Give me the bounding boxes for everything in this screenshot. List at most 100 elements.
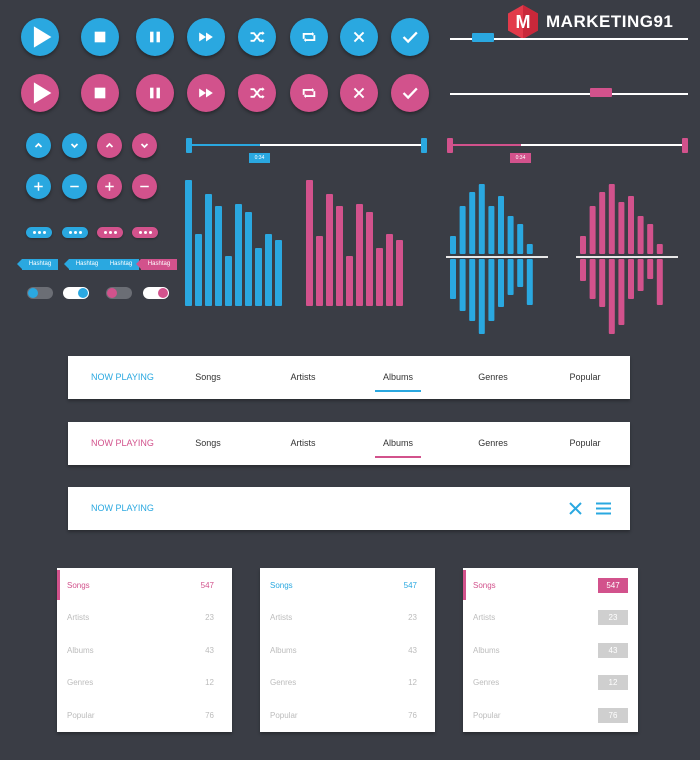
list-item-albums[interactable]: Albums 43 xyxy=(260,633,435,665)
tab-popular-pink[interactable]: Popular xyxy=(569,438,601,448)
list-item-popular[interactable]: Popular 76 xyxy=(260,698,435,730)
waveform-bar xyxy=(459,206,466,254)
toggle-pink-on[interactable] xyxy=(143,287,169,299)
list-item-genres[interactable]: Genres 12 xyxy=(463,665,638,697)
media-button-pink-play[interactable] xyxy=(21,74,59,112)
chevron-up-icon xyxy=(26,133,51,158)
media-button-pink-stop[interactable] xyxy=(81,74,119,112)
list-item-albums[interactable]: Albums 43 xyxy=(57,633,232,665)
hashtag-tag-pink[interactable]: Hashtag xyxy=(136,259,177,270)
media-button-pink-repeat[interactable] xyxy=(290,74,328,112)
media-button-blue-close[interactable] xyxy=(340,18,378,56)
tab-albums[interactable]: Albums xyxy=(363,356,433,399)
list-item-artists[interactable]: Artists 23 xyxy=(260,600,435,632)
list-item-genres[interactable]: Genres 12 xyxy=(260,665,435,697)
tab-songs[interactable]: Songs xyxy=(195,372,221,382)
shuffle-icon xyxy=(238,74,276,112)
small-button-blue-chevron-up[interactable] xyxy=(26,133,51,158)
list-item-artists[interactable]: Artists 23 xyxy=(463,600,638,632)
waveform-bar xyxy=(469,192,476,254)
equalizer-bar xyxy=(396,240,403,306)
tab-albums-pink[interactable]: Albums xyxy=(363,422,433,465)
list-item-count: 23 xyxy=(598,610,628,626)
media-button-blue-play[interactable] xyxy=(21,18,59,56)
list-item-songs[interactable]: Songs 547 xyxy=(57,568,232,600)
waveform-bar xyxy=(507,216,514,254)
waveform-bar xyxy=(580,236,586,254)
tab-now-playing-pink[interactable]: NOW PLAYING xyxy=(91,438,154,448)
small-button-pink-chevron-down[interactable] xyxy=(132,133,157,158)
more-pill-pink-1[interactable] xyxy=(97,227,123,238)
tab-popular[interactable]: Popular xyxy=(569,372,601,382)
media-button-blue-pause[interactable] xyxy=(136,18,174,56)
media-button-blue-stop[interactable] xyxy=(81,18,119,56)
list-item-artists[interactable]: Artists 23 xyxy=(57,600,232,632)
small-button-pink-chevron-up[interactable] xyxy=(97,133,122,158)
list-item-label: Songs xyxy=(270,581,293,590)
tabbar-blue: NOW PLAYING Songs Artists Albums Genres … xyxy=(68,356,630,399)
close-icon xyxy=(340,74,378,112)
small-button-blue-minus[interactable] xyxy=(62,174,87,199)
waveform-bar xyxy=(637,259,644,291)
media-button-blue-shuffle[interactable] xyxy=(238,18,276,56)
more-pill-blue-2[interactable] xyxy=(62,227,88,238)
tab-artists-pink[interactable]: Artists xyxy=(290,438,316,448)
list-item-count: 23 xyxy=(205,613,214,623)
progress-slider-blue[interactable]: 0:34 xyxy=(186,138,427,166)
waveform-bar xyxy=(507,259,514,295)
list-item-count: 76 xyxy=(205,710,214,720)
plus-icon xyxy=(97,174,122,199)
tab-artists[interactable]: Artists xyxy=(290,372,316,382)
media-button-blue-fast-forward[interactable] xyxy=(187,18,225,56)
media-button-pink-shuffle[interactable] xyxy=(238,74,276,112)
menu-icon[interactable] xyxy=(596,502,611,515)
list-item-songs[interactable]: Songs 547 xyxy=(260,568,435,600)
media-button-blue-repeat[interactable] xyxy=(290,18,328,56)
close-icon[interactable] xyxy=(569,502,582,515)
media-button-pink-close[interactable] xyxy=(340,74,378,112)
top-slider-pink[interactable] xyxy=(450,88,688,97)
media-button-pink-pause[interactable] xyxy=(136,74,174,112)
toggle-pink-off[interactable] xyxy=(106,287,132,299)
list-item-albums[interactable]: Albums 43 xyxy=(463,633,638,665)
small-button-pink-minus[interactable] xyxy=(132,174,157,199)
list-item-count: 43 xyxy=(205,645,214,655)
more-pill-blue-1[interactable] xyxy=(26,227,52,238)
tab-songs-pink[interactable]: Songs xyxy=(195,438,221,448)
top-slider-blue-handle[interactable] xyxy=(472,33,494,42)
media-button-pink-check[interactable] xyxy=(391,74,429,112)
waveform-bar xyxy=(459,259,466,311)
tabbar-pink: NOW PLAYING Songs Artists Albums Genres … xyxy=(68,422,630,465)
top-slider-blue[interactable] xyxy=(450,33,688,42)
waveform-bar xyxy=(589,206,596,254)
top-slider-pink-handle[interactable] xyxy=(590,88,612,97)
small-button-pink-plus[interactable] xyxy=(97,174,122,199)
waveform-bar xyxy=(488,259,495,321)
small-button-blue-plus[interactable] xyxy=(26,174,51,199)
hashtag-tag-blue-2[interactable]: Hashtag xyxy=(64,259,105,270)
hashtag-tag-blue-3[interactable]: Hashtag xyxy=(98,259,139,270)
toggle-blue-off[interactable] xyxy=(27,287,53,299)
tab-genres-pink[interactable]: Genres xyxy=(478,438,508,448)
list-item-popular[interactable]: Popular 76 xyxy=(463,698,638,730)
category-list-card: Songs 547 Artists 23 Albums 43 Genres 12 Popular… xyxy=(260,568,435,732)
small-button-blue-chevron-down[interactable] xyxy=(62,133,87,158)
hashtag-tag-blue-1[interactable]: Hashtag xyxy=(17,259,58,270)
toggle-blue-on[interactable] xyxy=(63,287,89,299)
tab-now-playing-compact[interactable]: NOW PLAYING xyxy=(91,503,154,513)
waveform-baseline xyxy=(576,256,678,258)
list-item-genres[interactable]: Genres 12 xyxy=(57,665,232,697)
media-button-pink-fast-forward[interactable] xyxy=(187,74,225,112)
tab-now-playing-blue[interactable]: NOW PLAYING xyxy=(91,372,154,382)
more-pill-pink-2[interactable] xyxy=(132,227,158,238)
progress-time-pink: 0:34 xyxy=(510,153,531,163)
brand-name: MARKETING91 xyxy=(546,12,674,31)
list-item-label: Genres xyxy=(473,678,500,688)
tab-genres[interactable]: Genres xyxy=(478,372,508,382)
media-button-blue-check[interactable] xyxy=(391,18,429,56)
progress-slider-pink[interactable]: 0:34 xyxy=(447,138,688,166)
list-item-label: Songs xyxy=(67,581,90,590)
list-item-songs[interactable]: Songs 547 xyxy=(463,568,638,600)
pause-icon xyxy=(136,74,174,112)
list-item-popular[interactable]: Popular 76 xyxy=(57,698,232,730)
